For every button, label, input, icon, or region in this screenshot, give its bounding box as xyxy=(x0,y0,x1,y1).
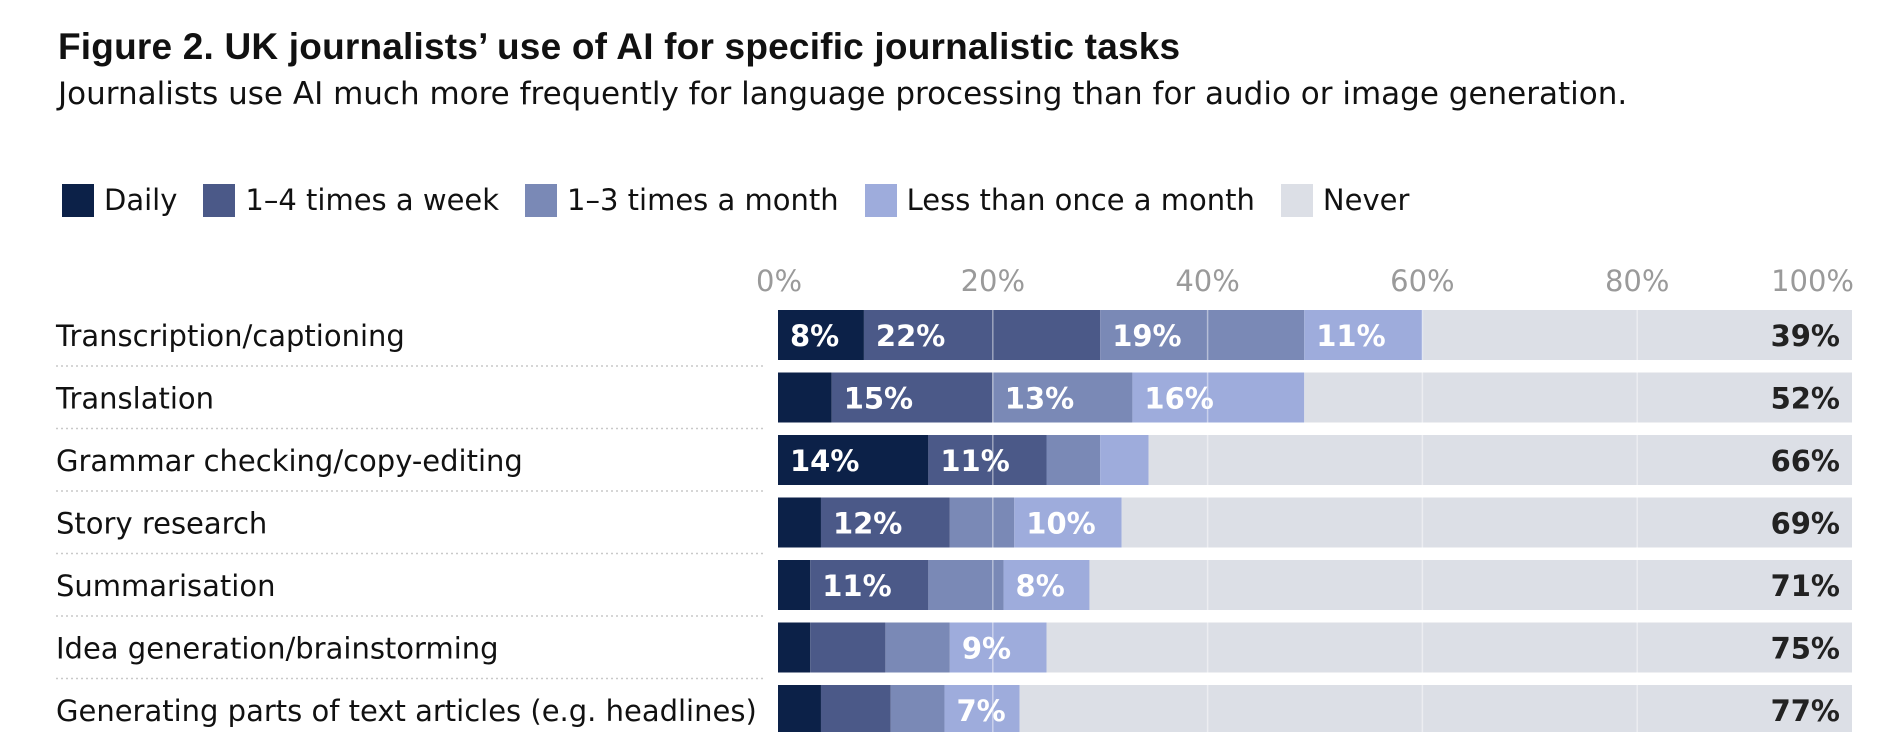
data-label: 8% xyxy=(790,319,839,353)
x-tick-label: 80% xyxy=(1605,264,1669,298)
data-label: 75% xyxy=(1771,632,1840,666)
x-tick-label: 40% xyxy=(1175,264,1239,298)
bar-segment-daily xyxy=(778,435,929,485)
legend-label-weekly: 1–4 times a week xyxy=(245,183,500,217)
data-label: 13% xyxy=(1005,382,1074,416)
bar-segment-never xyxy=(1304,372,1852,423)
bar-segment-less-than-once-a-month xyxy=(1304,310,1423,360)
bar-segment-1-4-times-a-week xyxy=(863,310,1101,360)
bar-segment-daily xyxy=(778,622,811,673)
bar-segment-1-4-times-a-week xyxy=(820,497,950,548)
x-tick-label: 0% xyxy=(756,264,802,298)
data-label: 10% xyxy=(1026,507,1095,541)
bar-segment-1-4-times-a-week xyxy=(810,560,929,610)
bar-segment-daily xyxy=(778,310,864,360)
data-label: 39% xyxy=(1771,319,1840,353)
legend-item-daily: Daily xyxy=(62,183,177,217)
bar-segment-daily xyxy=(778,497,821,548)
data-label: 9% xyxy=(962,632,1011,666)
legend: Daily 1–4 times a week 1–3 times a month… xyxy=(62,183,1435,217)
bar-segment-less-than-once-a-month xyxy=(1132,372,1305,423)
x-tick-label: 100% xyxy=(1771,264,1854,298)
bar-segment-1-4-times-a-week xyxy=(810,622,886,673)
chart-subtitle: Journalists use AI much more frequently … xyxy=(58,76,1628,112)
bar-segment-never xyxy=(1046,622,1852,673)
bar-segment-1-4-times-a-week xyxy=(928,435,1047,485)
bar-segment-1-3-times-a-month xyxy=(885,622,950,673)
category-label-grammar-checking-copy-editing: Grammar checking/copy-editing xyxy=(56,444,523,478)
category-label-transcription-captioning: Transcription/captioning xyxy=(55,319,405,353)
legend-item-never: Never xyxy=(1280,183,1410,217)
data-label: 15% xyxy=(844,382,913,416)
legend-swatch-never xyxy=(1280,183,1313,217)
data-label: 69% xyxy=(1771,507,1840,541)
data-label: 7% xyxy=(956,694,1005,728)
bar-segment-1-3-times-a-month xyxy=(890,685,945,732)
data-label: 16% xyxy=(1144,382,1213,416)
bar-segment-never xyxy=(1019,685,1852,732)
chart-title: Figure 2. UK journalists’ use of AI for … xyxy=(58,26,1181,67)
bar-segment-daily xyxy=(778,560,811,610)
category-label-idea-generation-brainstorming: Idea generation/brainstorming xyxy=(56,632,499,666)
data-label: 22% xyxy=(876,319,945,353)
data-label: 12% xyxy=(833,507,902,541)
category-label-translation: Translation xyxy=(55,382,214,416)
x-tick-label: 20% xyxy=(961,264,1025,298)
data-label: 11% xyxy=(822,569,891,603)
bar-segment-less-than-once-a-month xyxy=(1003,560,1090,610)
bar-segment-daily xyxy=(778,372,832,423)
legend-swatch-rarely xyxy=(864,183,897,217)
category-label-story-research: Story research xyxy=(56,507,267,541)
bar-segment-1-3-times-a-month xyxy=(928,560,1004,610)
data-label: 52% xyxy=(1771,382,1840,416)
legend-item-rarely: Less than once a month xyxy=(864,183,1255,217)
bar-segment-less-than-once-a-month xyxy=(1014,497,1122,548)
bar-segment-never xyxy=(1148,435,1852,485)
legend-label-rarely: Less than once a month xyxy=(906,183,1255,217)
legend-swatch-weekly xyxy=(203,183,236,217)
legend-label-monthly: 1–3 times a month xyxy=(567,183,839,217)
legend-swatch-daily xyxy=(62,183,94,217)
bar-segment-never xyxy=(1121,497,1852,548)
category-label-summarisation: Summarisation xyxy=(56,569,275,603)
bar-segment-less-than-once-a-month xyxy=(1100,435,1149,485)
x-tick-label: 60% xyxy=(1390,264,1454,298)
bar-segment-1-4-times-a-week xyxy=(820,685,891,732)
data-label: 11% xyxy=(1316,319,1385,353)
data-label: 14% xyxy=(790,444,859,478)
bar-segment-never xyxy=(1089,560,1852,610)
legend-item-monthly: 1–3 times a month xyxy=(525,183,839,217)
data-label: 77% xyxy=(1771,694,1840,728)
bar-segment-less-than-once-a-month xyxy=(949,622,1047,673)
bar-segment-1-3-times-a-month xyxy=(949,497,1015,548)
bar-segment-1-3-times-a-month xyxy=(992,372,1133,423)
legend-swatch-monthly xyxy=(525,183,558,217)
data-label: 71% xyxy=(1771,569,1840,603)
legend-item-weekly: 1–4 times a week xyxy=(203,183,499,217)
bar-segment-less-than-once-a-month xyxy=(944,685,1020,732)
bar-segment-1-3-times-a-month xyxy=(1046,435,1101,485)
bar-segment-daily xyxy=(778,685,821,732)
bar-segment-1-4-times-a-week xyxy=(831,372,993,423)
category-label-generating-parts-of-text-articles-e-g-headlines: Generating parts of text articles (e.g. … xyxy=(56,694,757,728)
bar-segment-1-3-times-a-month xyxy=(1100,310,1305,360)
legend-label-never: Never xyxy=(1322,183,1410,217)
data-label: 66% xyxy=(1771,444,1840,478)
data-label: 8% xyxy=(1016,569,1065,603)
data-label: 11% xyxy=(940,444,1009,478)
legend-label-daily: Daily xyxy=(104,183,178,217)
data-label: 19% xyxy=(1112,319,1181,353)
bar-segment-never xyxy=(1422,310,1852,360)
